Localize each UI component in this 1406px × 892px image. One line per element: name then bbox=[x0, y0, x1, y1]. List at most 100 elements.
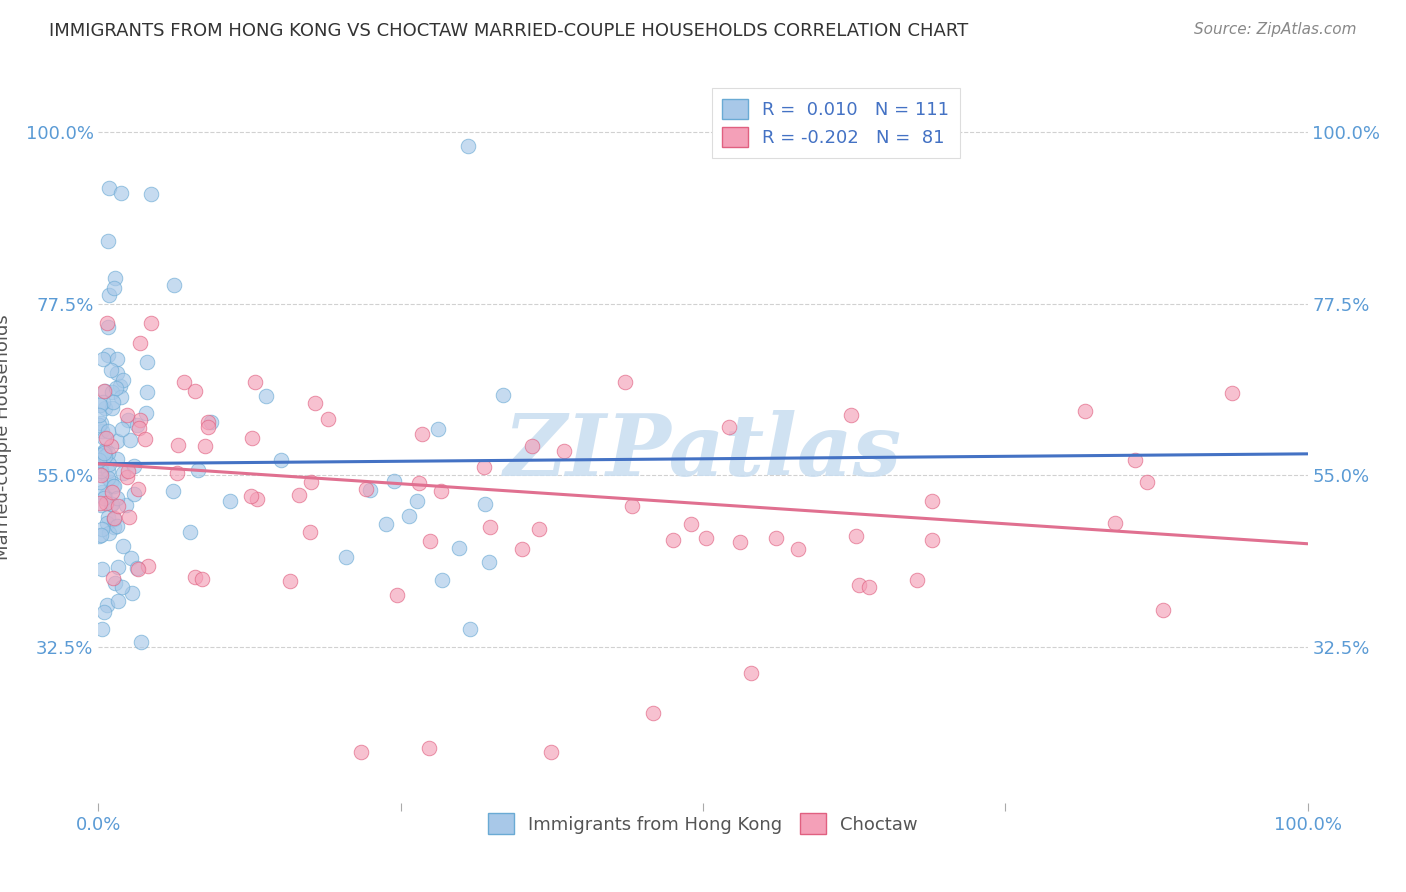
Point bbox=[553, 444, 575, 458]
Point bbox=[129, 634, 152, 648]
Point bbox=[91, 395, 114, 409]
Point bbox=[98, 181, 121, 195]
Point bbox=[90, 498, 112, 512]
Point bbox=[107, 560, 129, 574]
Point bbox=[299, 475, 322, 489]
Point bbox=[408, 475, 430, 490]
Point bbox=[478, 555, 501, 569]
Point bbox=[94, 449, 117, 463]
Point bbox=[111, 466, 134, 480]
Point bbox=[118, 510, 141, 524]
Point bbox=[278, 574, 301, 588]
Point bbox=[97, 471, 120, 485]
Point bbox=[97, 457, 120, 471]
Point bbox=[621, 499, 644, 513]
Point bbox=[270, 452, 292, 467]
Point bbox=[128, 421, 150, 435]
Point bbox=[787, 541, 810, 556]
Point bbox=[419, 533, 441, 548]
Point bbox=[187, 463, 209, 477]
Point bbox=[426, 422, 449, 436]
Point bbox=[93, 431, 115, 445]
Point bbox=[97, 445, 120, 459]
Point bbox=[613, 376, 636, 390]
Point bbox=[173, 375, 195, 389]
Point bbox=[848, 578, 870, 592]
Point bbox=[103, 571, 125, 585]
Point bbox=[120, 550, 142, 565]
Point bbox=[184, 384, 207, 398]
Point bbox=[641, 706, 664, 720]
Point bbox=[107, 594, 129, 608]
Point bbox=[115, 470, 138, 484]
Point bbox=[522, 439, 544, 453]
Point bbox=[100, 384, 122, 399]
Point bbox=[89, 495, 111, 509]
Point bbox=[335, 549, 357, 564]
Point bbox=[101, 401, 124, 416]
Point bbox=[1220, 386, 1243, 401]
Point bbox=[101, 394, 124, 409]
Point bbox=[200, 415, 222, 429]
Point bbox=[304, 396, 326, 410]
Point bbox=[103, 510, 125, 524]
Point bbox=[90, 464, 112, 478]
Point bbox=[90, 527, 112, 541]
Point bbox=[375, 517, 398, 532]
Point bbox=[242, 431, 264, 445]
Text: Source: ZipAtlas.com: Source: ZipAtlas.com bbox=[1194, 22, 1357, 37]
Point bbox=[350, 745, 373, 759]
Point bbox=[1104, 516, 1126, 530]
Point bbox=[183, 570, 205, 584]
Point bbox=[90, 468, 112, 483]
Point bbox=[740, 665, 762, 680]
Point bbox=[197, 415, 219, 429]
Point bbox=[458, 622, 481, 636]
Point bbox=[197, 420, 219, 434]
Point bbox=[91, 351, 114, 366]
Point bbox=[97, 464, 120, 478]
Point bbox=[139, 187, 162, 202]
Point bbox=[91, 562, 114, 576]
Point bbox=[540, 744, 562, 758]
Point bbox=[240, 489, 263, 503]
Point bbox=[89, 475, 111, 489]
Point bbox=[94, 384, 117, 398]
Text: IMMIGRANTS FROM HONG KONG VS CHOCTAW MARRIED-COUPLE HOUSEHOLDS CORRELATION CHART: IMMIGRANTS FROM HONG KONG VS CHOCTAW MAR… bbox=[49, 22, 969, 40]
Point bbox=[100, 496, 122, 510]
Point bbox=[117, 413, 139, 427]
Point bbox=[94, 444, 117, 458]
Point bbox=[254, 389, 277, 403]
Point bbox=[162, 484, 184, 499]
Point bbox=[127, 482, 149, 496]
Point bbox=[103, 479, 125, 493]
Point bbox=[100, 439, 122, 453]
Point bbox=[105, 366, 128, 380]
Point bbox=[90, 522, 112, 536]
Point bbox=[382, 474, 405, 488]
Point bbox=[97, 510, 120, 524]
Point bbox=[243, 376, 266, 390]
Point bbox=[103, 478, 125, 492]
Point bbox=[110, 186, 132, 201]
Point bbox=[246, 492, 269, 507]
Point bbox=[103, 520, 125, 534]
Point bbox=[105, 352, 128, 367]
Point bbox=[457, 139, 479, 153]
Point bbox=[129, 413, 152, 427]
Point bbox=[93, 605, 115, 619]
Point bbox=[432, 573, 454, 587]
Point bbox=[135, 384, 157, 399]
Point bbox=[93, 491, 115, 506]
Point bbox=[921, 493, 943, 508]
Point bbox=[105, 451, 128, 466]
Point bbox=[100, 363, 122, 377]
Point bbox=[114, 498, 136, 512]
Point bbox=[135, 354, 157, 368]
Point bbox=[359, 483, 381, 497]
Point bbox=[405, 493, 427, 508]
Point bbox=[100, 475, 122, 489]
Point bbox=[354, 483, 377, 497]
Point bbox=[103, 512, 125, 526]
Point bbox=[219, 493, 242, 508]
